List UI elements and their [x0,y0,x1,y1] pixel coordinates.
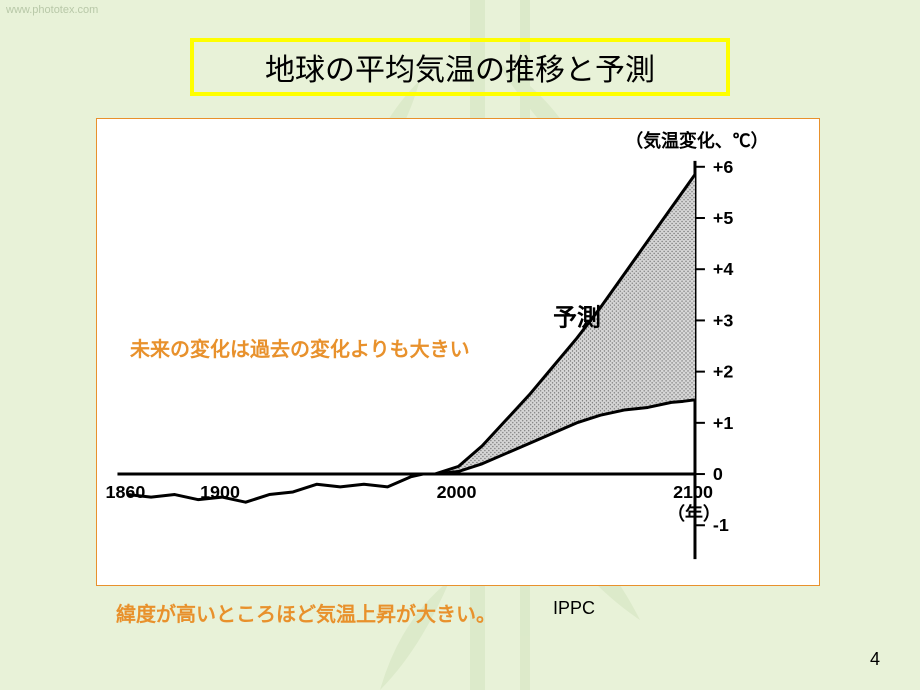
svg-text:2100: 2100 [673,482,713,502]
watermark-text: www.phototex.com [6,4,98,16]
svg-text:（気温変化、℃）: （気温変化、℃） [625,130,768,151]
svg-text:（年）: （年） [667,503,721,524]
svg-text:+5: +5 [713,208,733,228]
svg-text:+4: +4 [713,259,733,279]
svg-text:+3: +3 [713,310,733,330]
source-label: IPPC [553,598,595,619]
page-number: 4 [870,649,880,670]
svg-text:+1: +1 [713,413,733,433]
slide-title: 地球の平均気温の推移と予測 [190,38,730,96]
svg-text:+2: +2 [713,362,733,382]
slide-title-text: 地球の平均気温の推移と予測 [265,45,655,89]
svg-text:予測: 予測 [553,304,601,332]
svg-text:2000: 2000 [437,482,477,502]
annotation-future-change: 未来の変化は過去の変化よりも大きい [130,333,470,362]
svg-text:+6: +6 [713,157,733,177]
svg-text:0: 0 [713,464,723,484]
svg-text:1860: 1860 [106,482,146,502]
annotation-latitude: 緯度が高いところほど気温上昇が大きい。 [116,598,496,627]
